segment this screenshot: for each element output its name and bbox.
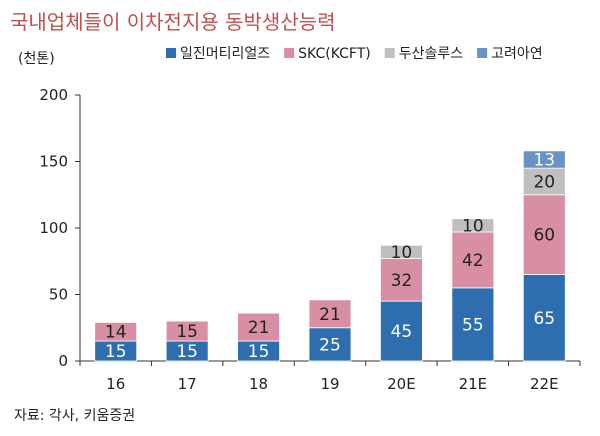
x-tick-label: 18 [249, 375, 268, 393]
bar-value-label: 21 [319, 305, 341, 325]
x-tick-label: 16 [106, 375, 125, 393]
chart-title: 국내업체들이 이차전지용 동박생산능력 [10, 10, 336, 34]
bar-value-label: 14 [105, 323, 127, 343]
bar-value-label: 45 [391, 322, 413, 342]
bar-value-label: 10 [391, 243, 413, 263]
bar-value-label: 20 [533, 172, 555, 192]
y-tick-label: 100 [39, 219, 68, 237]
legend-swatch [384, 48, 395, 58]
bar-segment [522, 150, 566, 169]
legend-swatch [477, 48, 488, 58]
bar-value-label: 13 [533, 151, 555, 171]
bar-segment [308, 327, 352, 362]
x-tick-label: 21E [459, 375, 488, 393]
bar-value-label: 60 [533, 226, 555, 246]
bar-segment [237, 312, 280, 342]
y-tick-label: 50 [49, 286, 68, 304]
legend-swatch [284, 48, 295, 58]
bar-segment [380, 300, 423, 362]
bar-segment [522, 274, 566, 362]
legend-label: 일진머티리얼즈 [180, 46, 270, 62]
bar-value-label: 15 [176, 322, 198, 342]
bar-value-label: 65 [533, 309, 555, 329]
bar-segment [451, 231, 495, 289]
bar-segment [451, 287, 495, 362]
bar-value-label: 42 [462, 251, 484, 271]
bar-segment [522, 194, 566, 275]
legend-label: 고려아연 [491, 46, 543, 62]
legend-swatch [166, 48, 176, 58]
bar-value-label: 10 [462, 216, 484, 236]
legend-label: 두산솔루스 [399, 46, 464, 62]
bar-value-label: 32 [391, 271, 413, 291]
x-tick-label: 17 [178, 375, 197, 393]
y-tick-label: 0 [58, 352, 68, 370]
bar-value-label: 15 [105, 342, 127, 362]
bar-segment [380, 244, 423, 259]
source-note: 자료: 각사, 키움증권 [14, 408, 136, 424]
y-axis-unit: (천톤) [18, 51, 55, 67]
x-tick-label: 20E [387, 375, 416, 393]
legend-label: SKC(KCFT) [298, 46, 371, 62]
bar-value-label: 55 [462, 315, 484, 335]
bar-segment [451, 218, 495, 233]
bar-value-label: 21 [248, 318, 270, 338]
bar-segment [165, 320, 209, 342]
y-tick-label: 200 [39, 86, 68, 104]
bar-value-label: 25 [319, 335, 341, 355]
y-tick-label: 150 [39, 153, 68, 171]
bar-segment [380, 258, 423, 302]
x-tick-label: 22E [530, 375, 559, 393]
bar-value-label: 15 [176, 342, 198, 362]
bar-segment [94, 322, 138, 342]
bar-value-label: 15 [248, 342, 270, 362]
bar-segment [308, 299, 352, 329]
x-tick-label: 19 [320, 375, 339, 393]
